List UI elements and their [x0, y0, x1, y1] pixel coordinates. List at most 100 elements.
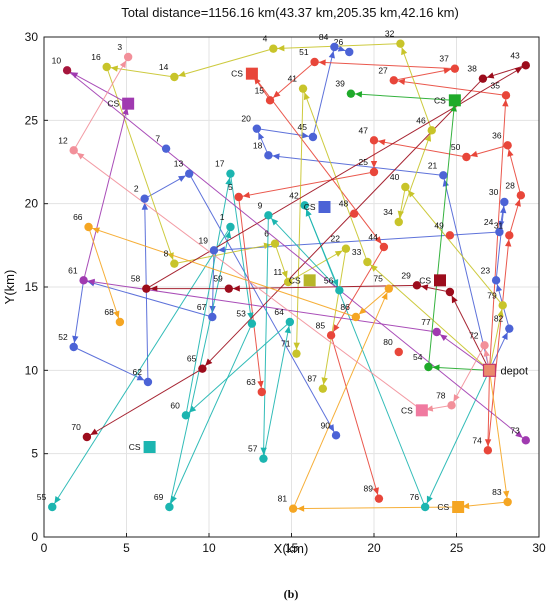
customer-node: [264, 211, 273, 220]
customer-node: [389, 76, 398, 85]
route-segment: [292, 288, 390, 509]
route-arrowhead: [332, 278, 339, 287]
route-segment: [238, 196, 263, 393]
route-arrowhead: [293, 342, 300, 350]
route-arrowhead: [462, 502, 470, 510]
route-segment: [185, 321, 291, 416]
customer-node: [503, 497, 512, 507]
customer-label: 75: [373, 274, 383, 284]
route-arrowhead: [486, 72, 495, 79]
customer-node: [82, 432, 92, 442]
route-segment: [330, 246, 385, 336]
route-arrowhead: [502, 490, 510, 499]
customer-node: [331, 431, 341, 440]
customer-node: [259, 454, 268, 463]
route-segment: [312, 46, 335, 138]
route-arrowhead: [170, 495, 177, 504]
customer-node: [369, 136, 379, 145]
route-segment: [330, 335, 380, 499]
customer-node: [142, 284, 151, 293]
customer-node: [351, 312, 361, 322]
customer-label: 77: [421, 317, 431, 327]
route-arrowhead: [110, 65, 119, 72]
customer-node: [285, 317, 295, 327]
customer-label: 38: [467, 64, 477, 74]
route-arrowhead: [337, 45, 346, 52]
route-arrowhead: [224, 230, 232, 239]
customer-label: 74: [472, 435, 482, 445]
customer-label: 86: [340, 302, 350, 312]
customer-node: [401, 182, 410, 192]
charging-station-label: CS: [231, 69, 243, 79]
customer-node: [498, 301, 507, 310]
route-arrowhead: [425, 134, 432, 142]
route-arrowhead: [420, 284, 429, 291]
route-segment: [322, 248, 347, 389]
customer-node: [84, 222, 93, 232]
customer-node: [69, 342, 78, 352]
route-arrowhead: [136, 374, 145, 381]
charging-station-marker: [245, 67, 258, 80]
customer-label: 72: [469, 330, 479, 340]
x-tick-label: 10: [202, 541, 216, 555]
route-segment: [66, 69, 129, 105]
customer-label: 26: [334, 37, 344, 47]
route-segment: [174, 48, 274, 78]
route-segment: [73, 280, 85, 348]
route-arrowhead: [54, 496, 61, 504]
customer-node: [161, 144, 171, 153]
route-arrowhead: [442, 179, 449, 187]
charging-station-marker: [303, 274, 316, 287]
customer-node: [483, 446, 493, 455]
customer-label: 78: [436, 390, 446, 400]
route-arrowhead: [328, 50, 335, 59]
customer-node: [226, 169, 235, 178]
route-segment: [442, 175, 490, 371]
depot-marker: [482, 363, 497, 377]
route-arrowhead: [72, 335, 79, 344]
route-arrowhead: [321, 377, 328, 385]
customer-label: 64: [274, 307, 284, 317]
route-arrowhead: [318, 59, 326, 66]
route-arrowhead: [273, 90, 281, 98]
route-segment: [398, 130, 433, 223]
customer-label: 6: [264, 229, 269, 239]
charging-station-marker: [434, 274, 446, 287]
depot-label: depot: [501, 365, 529, 377]
customer-node: [501, 91, 511, 100]
x-tick-label: 25: [450, 541, 464, 555]
customer-node: [326, 331, 336, 340]
charging-stations: CS CS CS CS CS CS CS CS CS: [107, 67, 465, 513]
customer-node: [341, 244, 351, 253]
customer-label: 4: [263, 34, 268, 44]
route-segment: [66, 69, 527, 441]
route-segment: [350, 93, 455, 101]
route-arrowhead: [217, 246, 226, 253]
customer-label: 11: [273, 267, 282, 277]
route-segment: [51, 226, 231, 508]
route-segment: [229, 173, 253, 324]
route-arrowhead: [284, 325, 291, 334]
route-arrowhead: [426, 495, 433, 504]
customer-label: 19: [198, 235, 208, 245]
x-tick-label: 20: [367, 541, 381, 555]
route-arrowhead: [297, 505, 305, 512]
customer-node: [369, 167, 379, 177]
customer-label: 54: [413, 352, 423, 362]
route-segment: [228, 284, 417, 290]
charging-station-label: CS: [437, 502, 449, 512]
customer-label: 5: [228, 182, 233, 192]
route-segment: [83, 279, 213, 318]
customer-node: [69, 146, 78, 155]
route-arrowhead: [303, 92, 310, 101]
customer-label: 82: [494, 314, 504, 324]
customer-node: [445, 231, 455, 240]
customer-label: 41: [288, 74, 298, 84]
charging-station-label: CS: [419, 275, 431, 285]
route-segment: [302, 88, 368, 263]
route-arrowhead: [113, 310, 120, 319]
x-tick-label: 0: [41, 541, 48, 555]
customer-label: 18: [253, 140, 263, 150]
route-arrowhead: [515, 430, 523, 438]
customer-label: 30: [489, 187, 499, 197]
